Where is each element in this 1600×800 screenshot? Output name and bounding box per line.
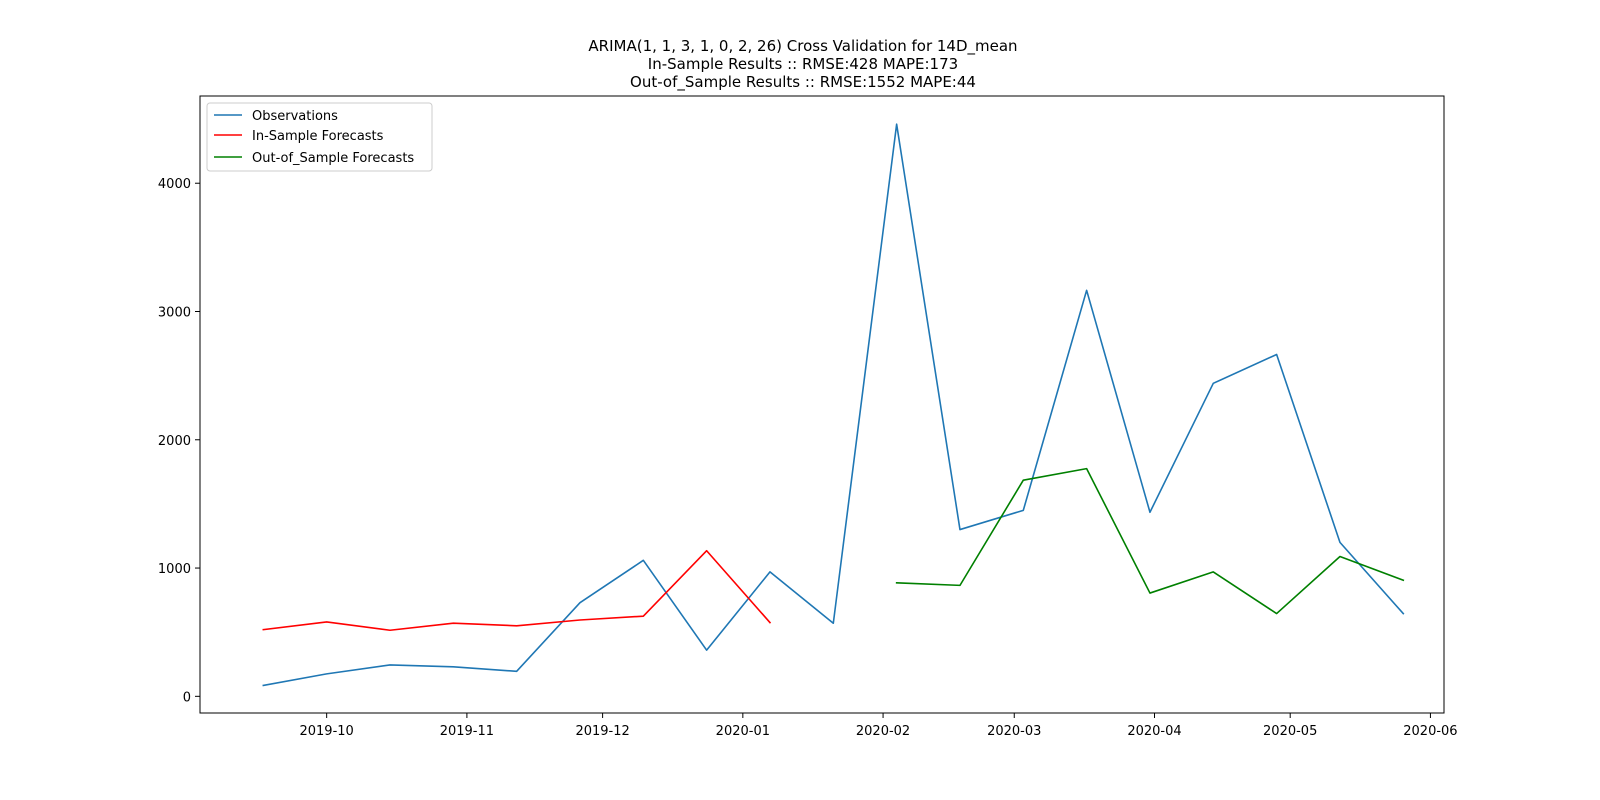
title-line-1: ARIMA(1, 1, 3, 1, 0, 2, 26) Cross Valida… xyxy=(588,37,1017,56)
x-tick-label: 2020-06 xyxy=(1403,724,1457,739)
series-layer xyxy=(262,123,1405,687)
x-tick-label: 2020-01 xyxy=(716,724,770,739)
legend-box xyxy=(206,102,433,172)
x-tick-label: 2019-11 xyxy=(440,724,494,739)
legend-label-observations: Observations xyxy=(252,109,338,124)
legend-label-out-of-sample-forecasts: Out-of_Sample Forecasts xyxy=(252,151,414,166)
legend-label-in-sample-forecasts: In-Sample Forecasts xyxy=(252,129,384,144)
x-axis: 2019-10 2019-11 2019-12 2020-01 2020-02 2020-… xyxy=(299,713,1458,739)
y-tick-label: 2000 xyxy=(158,434,191,449)
y-tick-label: 1000 xyxy=(158,562,191,577)
plot-frame xyxy=(199,95,1445,714)
x-tick-label: 2019-12 xyxy=(575,724,629,739)
x-tick-label: 2020-04 xyxy=(1127,724,1181,739)
y-tick-label: 3000 xyxy=(158,306,191,321)
x-tick-label: 2019-10 xyxy=(299,724,353,739)
chart-title: ARIMA(1, 1, 3, 1, 0, 2, 26) Cross Valida… xyxy=(588,37,1017,92)
series-line-in-sample-forecasts xyxy=(262,549,772,632)
title-line-3: Out-of_Sample Results :: RMSE:1552 MAPE:… xyxy=(630,73,976,92)
y-tick-label: 4000 xyxy=(158,177,191,192)
x-tick-label: 2020-05 xyxy=(1263,724,1317,739)
y-axis: 0 1000 2000 3000 4000 xyxy=(158,177,200,705)
y-tick-label: 0 xyxy=(183,690,191,705)
series-line-out-of-sample-forecasts xyxy=(895,467,1405,615)
x-tick-label: 2020-02 xyxy=(856,724,910,739)
title-line-2: In-Sample Results :: RMSE:428 MAPE:173 xyxy=(648,55,958,73)
legend: Observations In-Sample Forecasts Out-of_… xyxy=(206,102,433,172)
x-tick-label: 2020-03 xyxy=(987,724,1041,739)
series-line-observations xyxy=(262,123,1405,687)
